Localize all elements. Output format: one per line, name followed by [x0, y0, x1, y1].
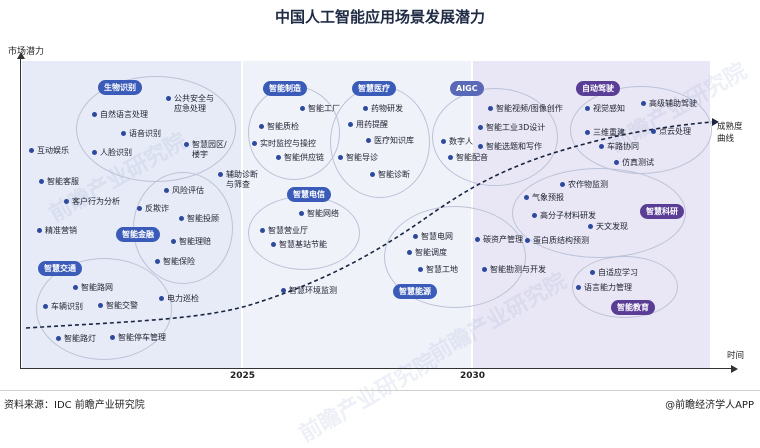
item-anti-fraud: 反欺诈 [137, 204, 169, 214]
item-visual-perception: 视觉感知 [585, 104, 625, 114]
item-speech-recognition: 语音识别 [121, 129, 161, 139]
divider-2025 [241, 61, 243, 369]
item-drug-development: 药物研发 [363, 104, 403, 114]
item-text: 与筛查 [226, 180, 250, 189]
item-power-inspection: 电力巡检 [159, 294, 199, 304]
category-traffic: 智慧交通 [38, 261, 82, 276]
item-vehicle-recognition: 车辆识别 [43, 302, 83, 312]
x-axis-arrow [731, 365, 738, 373]
category-telecom: 智慧电信 [287, 187, 331, 202]
item-smart-park: 智慧园区/ [184, 140, 227, 150]
group-circle-research [512, 168, 686, 258]
item-robo-advisor: 智能投顾 [179, 214, 219, 224]
item-adaptive-learning: 自适应学习 [590, 268, 638, 278]
category-autodrive: 自动驾驶 [576, 81, 620, 96]
item-smart-dispatch: 智能调度 [407, 248, 447, 258]
x-tick-2030: 2030 [460, 371, 486, 381]
item-smart-base-station: 智慧基站节能 [271, 240, 327, 250]
footer-divider [0, 390, 760, 391]
group-circle-aigc [432, 88, 558, 186]
item-smart-exploration: 智能勘测与开发 [482, 265, 546, 275]
item-smart-claims: 智能理赔 [171, 237, 211, 247]
category-research: 智慧科研 [640, 204, 684, 219]
item-smart-grid: 智慧电网 [413, 232, 453, 242]
group-circle-education [572, 256, 678, 318]
item-smart-insurance: 智能保险 [155, 257, 195, 267]
maturity-label-line1: 成熟度 [717, 122, 743, 132]
item-smart-construction-site: 智慧工地 [418, 265, 458, 275]
item-text: 应急处理 [174, 104, 206, 113]
category-medical: 智慧医疗 [352, 81, 396, 96]
y-axis-arrow [17, 52, 25, 59]
item-smart-quality-inspection: 智能质检 [259, 122, 299, 132]
item-smart-business-hall: 智慧营业厅 [260, 226, 308, 236]
item-smart-dubbing: 智能配音 [448, 153, 488, 163]
category-energy: 智慧能源 [393, 284, 437, 299]
x-axis [20, 368, 732, 369]
item-assisted-diagnosis-line2: 与筛查 [226, 180, 250, 190]
maturity-curve-label: 成熟度 曲线 [717, 121, 743, 145]
item-smart-network: 智能网络 [299, 209, 339, 219]
item-astronomy: 天文发现 [588, 222, 628, 232]
x-axis-label: 时间 [727, 351, 745, 361]
item-smart-park-line2: 楼宇 [192, 150, 208, 160]
item-industrial-3d-design: 智能工业3D设计 [478, 123, 545, 133]
item-3d-reconstruction: 三维重建 [585, 128, 625, 138]
item-public-safety: 公共安全与 [166, 94, 214, 104]
brand-note: @前瞻经济学人APP [665, 400, 754, 411]
group-circle-traffic [36, 258, 172, 360]
item-nlp: 自然语言处理 [92, 110, 148, 120]
y-axis-label: 市场潜力 [8, 47, 45, 57]
item-video-image-creation: 智能视频/图像创作 [488, 104, 563, 114]
item-carbon-asset: 碳资产管理 [475, 235, 523, 245]
item-point-cloud: 点云处理 [651, 127, 691, 137]
item-smart-road: 智能路网 [73, 283, 113, 293]
item-topic-writing: 智能选题和写作 [478, 142, 542, 152]
chart-title: 中国人工智能应用场景发展潜力 [274, 8, 485, 26]
item-smart-police: 智能交警 [98, 301, 138, 311]
item-weather-forecast: 气象预报 [524, 193, 564, 203]
item-digital-human: 数字人 [441, 137, 473, 147]
item-polymer-research: 高分子材料研发 [532, 211, 596, 221]
item-vehicle-road-coordination: 车路协同 [599, 142, 639, 152]
item-public-safety-line2: 应急处理 [174, 104, 206, 114]
x-tick-2025: 2025 [230, 371, 256, 381]
item-smart-parking: 智能停车管理 [110, 333, 166, 343]
item-adas: 高级辅助驾驶 [641, 99, 697, 109]
item-smart-triage: 智能导诊 [338, 153, 378, 163]
item-medication-reminder: 用药提醒 [348, 120, 388, 130]
category-finance: 智能金融 [116, 227, 160, 242]
item-smart-customer-service: 智能客服 [39, 177, 79, 187]
item-realtime-monitoring: 实时监控与操控 [252, 139, 316, 149]
item-smart-diagnosis: 智能诊断 [370, 170, 410, 180]
category-aigc: AIGC [450, 81, 484, 96]
item-medical-knowledge-base: 医疗知识库 [366, 136, 414, 146]
category-education: 智能教育 [611, 300, 655, 315]
item-smart-env-monitoring: 智慧环境监测 [281, 286, 337, 296]
item-language-ability: 语言能力管理 [576, 283, 632, 293]
item-interactive-entertainment: 互动娱乐 [29, 146, 69, 156]
item-smart-supply-chain: 智能供应链 [276, 153, 324, 163]
maturity-label-line2: 曲线 [717, 134, 735, 144]
item-text: 楼宇 [192, 150, 208, 159]
item-precision-marketing: 精准营销 [37, 226, 77, 236]
item-risk-assessment: 风险评估 [164, 186, 204, 196]
y-axis [20, 56, 21, 369]
item-crop-monitoring: 农作物监测 [560, 180, 608, 190]
category-manufacturing: 智能制造 [263, 81, 307, 96]
item-simulation-testing: 仿真测试 [614, 158, 654, 168]
item-face-recognition: 人脸识别 [92, 148, 132, 158]
item-smart-factory: 智能工厂 [300, 104, 340, 114]
source-note: 资料来源：IDC 前瞻产业研究院 [4, 400, 145, 411]
item-assisted-diagnosis: 辅助诊断 [218, 170, 258, 180]
group-circle-energy [384, 206, 526, 308]
category-biometric: 生物识别 [98, 80, 142, 95]
item-smart-streetlight: 智能路灯 [56, 334, 96, 344]
item-protein-structure: 蛋白质结构预测 [525, 236, 589, 246]
item-customer-behavior: 客户行为分析 [64, 197, 120, 207]
